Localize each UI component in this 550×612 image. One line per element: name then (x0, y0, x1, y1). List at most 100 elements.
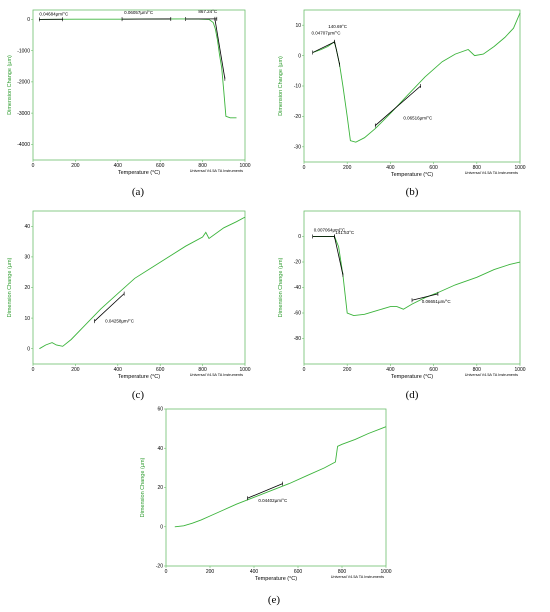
y-tick-label: 0 (27, 17, 30, 23)
x-tick-label: 400 (114, 367, 123, 373)
x-tick-label: 400 (386, 367, 395, 373)
y-tick-label: 10 (24, 316, 30, 322)
data-series-line (312, 236, 521, 317)
y-tick-label: 40 (157, 446, 163, 452)
x-tick-label: 1000 (380, 569, 391, 575)
tangent-line (312, 41, 335, 53)
x-tick-label: 600 (429, 165, 438, 171)
y-tick-label: -80 (294, 336, 301, 342)
x-tick-label: 800 (338, 569, 347, 575)
x-axis-label: Temperature (°C) (391, 374, 433, 380)
y-axis-label: Dimension Change (µm) (7, 55, 13, 115)
y-tick-label: 60 (157, 407, 163, 413)
instrument-footer: Universal V4.5A TA Instruments (190, 373, 243, 377)
x-tick-label: 400 (386, 165, 395, 171)
x-tick-label: 200 (71, 367, 80, 373)
panel-caption: (e) (268, 594, 281, 606)
data-series-line (174, 426, 387, 528)
annotation-label: 867.24°C (198, 9, 218, 14)
y-tick-label: 30 (24, 255, 30, 261)
x-tick-label: 600 (156, 367, 165, 373)
x-tick-label: 1000 (239, 367, 250, 373)
annotation-label: 0.04707µm/°C (312, 30, 342, 35)
y-axis-label: Dimension Change (µm) (140, 457, 146, 517)
plot-frame (32, 210, 246, 365)
y-tick-label: 0 (298, 234, 301, 240)
chart-panel-3: 0 200 400 600 800 1000 0 10 20 30 40 Temperature (°… (7, 210, 251, 401)
y-tick-label: -20 (156, 564, 163, 570)
y-tick-label: 0 (160, 524, 163, 530)
tangent-line (94, 293, 125, 322)
instrument-footer: Universal V4.5A TA Instruments (465, 373, 518, 377)
x-axis-label: Temperature (°C) (118, 374, 160, 380)
y-tick-label: 40 (24, 224, 30, 230)
x-axis-label: Temperature (°C) (391, 172, 433, 178)
chart-panel-1: 0 200 400 600 800 1000 0 -1000 -2000 -3000 -4000 Te… (7, 9, 251, 198)
y-tick-label: 20 (157, 485, 163, 491)
x-tick-label: 0 (32, 163, 35, 169)
panel-caption: (d) (406, 389, 419, 401)
x-tick-label: 0 (32, 367, 35, 373)
x-tick-label: 800 (473, 367, 482, 373)
instrument-footer: Universal V4.5A TA Instruments (331, 575, 384, 579)
x-tick-label: 600 (429, 367, 438, 373)
plot-frame (32, 9, 246, 161)
annotation-label: 0.06057µm/°C (124, 10, 154, 15)
y-tick-label: -10 (294, 84, 301, 90)
instrument-footer: Universal V4.5A TA Instruments (190, 169, 243, 173)
annotation-label: 0.007064µm/°C (314, 227, 346, 232)
annotation-label: 0.04684µm/°C (39, 11, 69, 16)
plot-frame (165, 408, 387, 567)
tangent-line (247, 483, 283, 499)
annotation-label: 140.69°C (328, 24, 348, 29)
x-axis-label: Temperature (°C) (118, 170, 160, 176)
y-tick-label: -60 (294, 311, 301, 317)
x-tick-label: 200 (343, 165, 352, 171)
x-tick-label: 400 (114, 163, 123, 169)
annotation-label: 0.06516µm/°C (403, 115, 433, 120)
x-tick-label: 1000 (514, 367, 525, 373)
tangent-line (334, 236, 344, 275)
x-tick-label: 0 (303, 367, 306, 373)
instrument-footer: Universal V4.5A TA Instruments (465, 171, 518, 175)
panel-caption: (c) (132, 389, 145, 401)
y-tick-label: -30 (294, 145, 301, 151)
y-tick-label: 0 (27, 346, 30, 352)
x-tick-label: 800 (198, 367, 207, 373)
chart-panel-2: 0 200 400 600 800 1000 10 0 -10 -20 -30 Temperature… (278, 9, 526, 198)
data-series-line (39, 18, 237, 119)
annotation-label: 0.06651µm/°C (422, 299, 452, 304)
y-axis-label: Dimension Change (µm) (278, 56, 284, 116)
tangent-line (375, 85, 421, 126)
x-tick-label: 0 (165, 569, 168, 575)
y-axis-label: Dimension Change (µm) (7, 257, 13, 317)
x-tick-label: 0 (303, 165, 306, 171)
y-tick-label: -20 (294, 260, 301, 266)
x-tick-label: 800 (198, 163, 207, 169)
y-tick-label: -40 (294, 285, 301, 291)
x-tick-label: 800 (473, 165, 482, 171)
panel-caption: (b) (406, 186, 419, 198)
y-tick-label: -3000 (17, 111, 30, 117)
data-series-line (39, 216, 246, 350)
y-tick-label: -20 (294, 114, 301, 120)
panel-caption: (a) (132, 186, 145, 198)
data-series-line (312, 12, 521, 143)
tangent-line (334, 41, 341, 65)
x-tick-label: 1000 (514, 165, 525, 171)
x-tick-label: 400 (250, 569, 259, 575)
annotation-label: 0.04258µm/°C (105, 319, 135, 324)
x-tick-label: 200 (206, 569, 215, 575)
x-tick-label: 1000 (239, 163, 250, 169)
chart-panel-4: 0 200 400 600 800 1000 0 -20 -40 -60 -80 Temperatur… (278, 210, 526, 401)
x-tick-label: 200 (343, 367, 352, 373)
y-tick-label: -4000 (17, 142, 30, 148)
annotation-label: 141.53°C (335, 230, 355, 235)
y-tick-label: -1000 (17, 48, 30, 54)
x-axis-label: Temperature (°C) (255, 576, 297, 582)
y-tick-label: 0 (298, 53, 301, 59)
x-tick-label: 600 (156, 163, 165, 169)
tangent-line (214, 18, 226, 79)
